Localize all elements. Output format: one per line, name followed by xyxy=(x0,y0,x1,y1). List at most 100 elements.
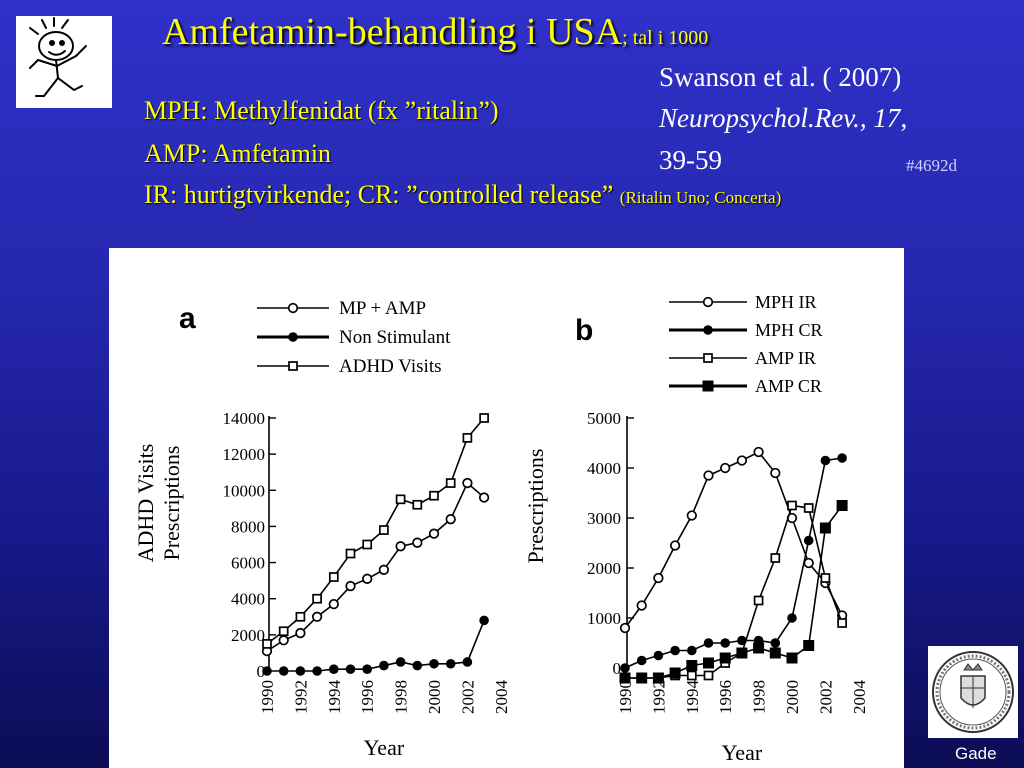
data-point xyxy=(328,598,339,610)
y-tick-label: 2000 xyxy=(231,626,265,645)
cartoon-icon xyxy=(16,16,112,108)
legend-label: MPH IR xyxy=(755,292,817,312)
data-point xyxy=(479,615,489,626)
legend-entry: MP + AMP xyxy=(257,298,426,319)
legend-entry: MPH CR xyxy=(669,320,823,340)
x-tick-label: 1998 xyxy=(392,680,411,714)
legend-label: Non Stimulant xyxy=(339,327,451,348)
data-point xyxy=(636,600,647,611)
data-point xyxy=(379,660,389,671)
data-point xyxy=(311,611,323,622)
legend-marker xyxy=(288,332,298,342)
data-point xyxy=(820,573,831,583)
data-point xyxy=(329,664,339,674)
x-tick-label: 2000 xyxy=(783,680,802,714)
data-point xyxy=(428,528,440,539)
data-point xyxy=(412,537,423,548)
definition-ir-cr-text: IR: hurtigtvirkende; CR: ”controlled rel… xyxy=(144,180,614,209)
data-point xyxy=(379,525,389,535)
reference-journal-comma: , xyxy=(900,103,908,133)
data-point xyxy=(295,627,306,639)
data-point xyxy=(362,664,372,674)
data-point xyxy=(312,666,322,676)
y-tick-label: 5000 xyxy=(587,409,621,428)
reference-journal-name: Neuropsychol.Rev., 17 xyxy=(659,103,901,133)
data-point xyxy=(770,553,781,563)
legend-entry: Non Stimulant xyxy=(257,327,451,348)
legend-entry: AMP CR xyxy=(669,376,822,396)
x-tick-label: 1994 xyxy=(683,680,702,715)
slide-title: Amfetamin-behandling i USA; tal i 1000 xyxy=(162,10,708,54)
x-tick-label: 1996 xyxy=(716,680,735,714)
y-tick-label: 3000 xyxy=(587,509,621,528)
x-tick-label: 2002 xyxy=(458,680,477,714)
data-point xyxy=(837,453,847,463)
data-point xyxy=(686,510,697,521)
definition-mph: MPH: Methylfenidat (fx ”ritalin”) xyxy=(144,96,499,125)
data-point xyxy=(736,647,748,659)
y-tick-label: 10000 xyxy=(223,481,266,500)
legend-label: MPH CR xyxy=(755,320,823,340)
definition-amp: AMP: Amfetamin xyxy=(144,139,332,168)
chart-panel-b: b 0 1000 2000 3000 4000 5000 1990 1992 1994 1996 19… xyxy=(523,292,869,765)
data-point xyxy=(703,670,714,681)
y-tick-label: 0 xyxy=(613,659,622,678)
data-point xyxy=(753,642,765,654)
data-point xyxy=(429,490,439,501)
data-point xyxy=(619,672,631,684)
data-point xyxy=(703,657,714,669)
series-non-stimulant xyxy=(262,615,489,676)
data-point xyxy=(395,494,406,505)
data-point xyxy=(462,433,473,443)
data-point xyxy=(478,492,490,503)
data-point xyxy=(769,647,781,659)
series-mp-amp xyxy=(261,477,490,657)
data-point xyxy=(479,413,489,423)
x-tick-label: 1990 xyxy=(258,680,277,714)
data-point xyxy=(686,670,697,681)
university-seal-icon xyxy=(928,646,1018,738)
x-tick-label: 1992 xyxy=(291,680,310,714)
data-point xyxy=(703,470,714,481)
x-axis-title: Year xyxy=(722,740,763,765)
data-point xyxy=(636,655,647,666)
panel-label-a: a xyxy=(179,302,196,335)
data-point xyxy=(345,548,356,559)
x-axis-title: Year xyxy=(364,735,405,760)
data-point xyxy=(753,446,764,458)
data-point xyxy=(445,514,456,525)
data-point xyxy=(819,522,831,534)
y-tick-label: 6000 xyxy=(231,554,265,573)
data-point xyxy=(312,593,322,604)
data-point xyxy=(670,645,680,656)
data-point xyxy=(262,666,272,676)
reference-pages: 39-59 xyxy=(659,145,722,175)
chart-panel-a: a 0 2000 4000 6000 8000 10000 12000 14000 1990 199… xyxy=(133,298,511,760)
data-point xyxy=(787,500,797,511)
data-point xyxy=(753,595,764,606)
x-tick-label: 2002 xyxy=(816,680,835,714)
data-point xyxy=(803,557,814,569)
legend-marker xyxy=(287,302,299,314)
x-tick-label: 2000 xyxy=(425,680,444,714)
legend-entry: ADHD Visits xyxy=(257,356,442,377)
data-point xyxy=(278,626,289,637)
data-point xyxy=(719,652,731,664)
data-point xyxy=(462,657,473,667)
data-point xyxy=(720,638,730,648)
data-point xyxy=(803,535,814,546)
legend-marker xyxy=(703,353,713,363)
y-axis-title: Prescriptions xyxy=(523,449,548,564)
legend-marker xyxy=(702,296,714,308)
y-tick-label: 14000 xyxy=(223,409,266,428)
y-axis-title: ADHD Visits xyxy=(133,444,158,563)
data-point xyxy=(620,663,630,673)
data-point xyxy=(445,478,456,488)
x-tick-label: 2004 xyxy=(492,680,511,715)
x-tick-label: 1992 xyxy=(649,680,668,714)
data-point xyxy=(412,660,423,671)
reference-authors: Swanson et al. ( 2007) xyxy=(659,62,902,92)
title-main: Amfetamin-behandling i USA xyxy=(162,11,623,53)
x-tick-label: 1990 xyxy=(616,680,635,714)
